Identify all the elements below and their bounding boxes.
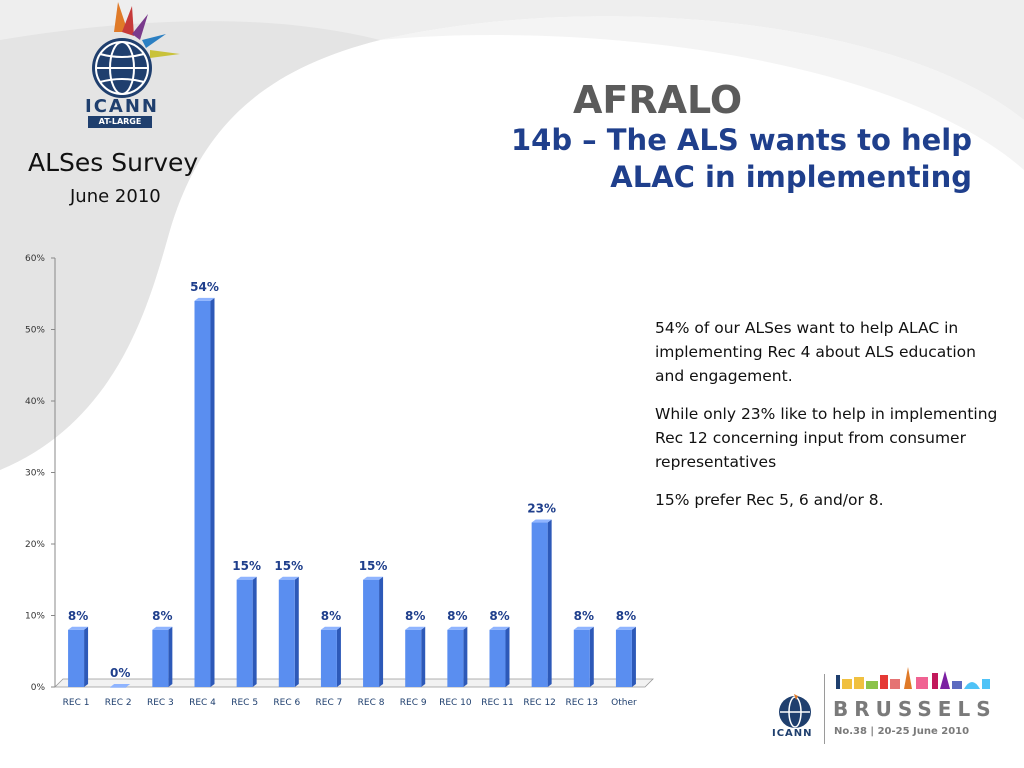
chart-floor [54, 678, 654, 688]
y-tick-label: 10% [25, 612, 45, 622]
x-tick-label: REC 4 [189, 698, 216, 708]
bar-top [152, 626, 173, 630]
bar [615, 629, 632, 687]
bar-side [168, 626, 173, 687]
footer-city: BRUSSELS [833, 697, 997, 721]
bar-side [463, 626, 468, 687]
logo-wordmark: ICANN [85, 96, 159, 117]
bar-side [421, 626, 426, 687]
icann-footer-logo-icon [779, 694, 811, 728]
bar-top [194, 297, 215, 301]
subtitle-line-2: ALAC in implementing [610, 160, 972, 194]
bar-top [68, 626, 89, 630]
slide-subtitle: 14b – The ALS wants to help ALAC in impl… [452, 122, 972, 196]
bar [68, 629, 85, 687]
bar-side [379, 576, 384, 687]
bar-side [252, 576, 257, 687]
x-tick-label: REC 3 [147, 698, 174, 708]
data-label: 8% [574, 609, 594, 623]
data-label: 0% [110, 666, 130, 680]
bar [236, 579, 253, 687]
bar-top [447, 626, 468, 630]
bar [447, 629, 464, 687]
x-tick-label: REC 10 [439, 698, 472, 708]
bar-top [573, 626, 594, 630]
bar [363, 579, 380, 687]
x-tick-label: REC 7 [316, 698, 343, 708]
icann-logo-icon [92, 2, 180, 98]
y-tick-label: 20% [25, 540, 45, 550]
x-tick-label: REC 5 [231, 698, 258, 708]
bar-top [531, 519, 552, 523]
data-label: 8% [321, 609, 341, 623]
bar-top [320, 626, 341, 630]
y-tick-label: 40% [25, 397, 45, 407]
bar [573, 629, 590, 687]
survey-date: June 2010 [70, 186, 161, 207]
x-tick-label: REC 8 [358, 698, 385, 708]
footer-meeting-info: No.38 | 20-25 June 2010 [834, 726, 970, 737]
brussels-skyline-icon [836, 667, 990, 689]
bar [194, 300, 211, 687]
subtitle-line-1: 14b – The ALS wants to help [510, 123, 972, 157]
bar-side [505, 626, 510, 687]
data-label: 8% [68, 609, 88, 623]
bar-top [363, 576, 384, 580]
note-paragraph-1: 54% of our ALSes want to help ALAC in im… [655, 319, 976, 385]
summary-notes: 54% of our ALSes want to help ALAC in im… [655, 316, 1005, 526]
data-label: 8% [152, 609, 172, 623]
bar [531, 522, 548, 687]
footer-divider [824, 674, 825, 744]
bar-side [631, 626, 636, 687]
note-paragraph-2: While only 23% like to help in implement… [655, 405, 998, 471]
bar [489, 629, 506, 687]
note-paragraph-3: 15% prefer Rec 5, 6 and/or 8. [655, 491, 884, 509]
data-label: 8% [616, 609, 636, 623]
bar-top [489, 626, 510, 630]
data-label: 15% [274, 559, 303, 573]
data-label: 15% [359, 559, 388, 573]
bar [320, 629, 337, 687]
bar [405, 629, 422, 687]
x-tick-label: REC 12 [523, 698, 556, 708]
bar-top [110, 684, 131, 687]
x-tick-label: REC 9 [400, 698, 427, 708]
footer-org: ICANN [772, 728, 813, 739]
y-tick-label: 50% [25, 326, 45, 336]
bar [110, 687, 127, 688]
bar [278, 579, 295, 687]
x-tick-label: REC 11 [481, 698, 514, 708]
logo-subtitle: AT-LARGE [88, 116, 152, 128]
bar-side [294, 576, 299, 687]
x-tick-label: REC 13 [566, 698, 599, 708]
data-label: 8% [447, 609, 467, 623]
page-title: AFRALO [573, 78, 743, 122]
x-tick-label: REC 6 [273, 698, 300, 708]
bar-side [589, 626, 594, 687]
bar-chart: 0% 10% 20% 30% 40% 50% 60% 8% REC 1 0% REC 2 8% REC … [25, 254, 654, 708]
data-label: 54% [190, 280, 219, 294]
bar-top [278, 576, 299, 580]
y-tick-label: 30% [25, 469, 45, 479]
bar-side [210, 297, 215, 687]
bar-top [236, 576, 257, 580]
y-tick-label: 0% [31, 683, 46, 693]
x-tick-label: REC 1 [63, 698, 90, 708]
data-label: 8% [489, 609, 509, 623]
bar [152, 629, 169, 687]
x-tick-label: Other [611, 698, 637, 708]
bar-top [615, 626, 636, 630]
bar-side [336, 626, 341, 687]
y-tick-label: 60% [25, 254, 45, 264]
data-label: 8% [405, 609, 425, 623]
survey-title: ALSes Survey [28, 148, 199, 177]
bar-top [405, 626, 426, 630]
x-tick-label: REC 2 [105, 698, 132, 708]
data-label: 15% [232, 559, 261, 573]
bar-side [547, 519, 552, 687]
bar-side [84, 626, 89, 687]
data-label: 23% [527, 502, 556, 516]
